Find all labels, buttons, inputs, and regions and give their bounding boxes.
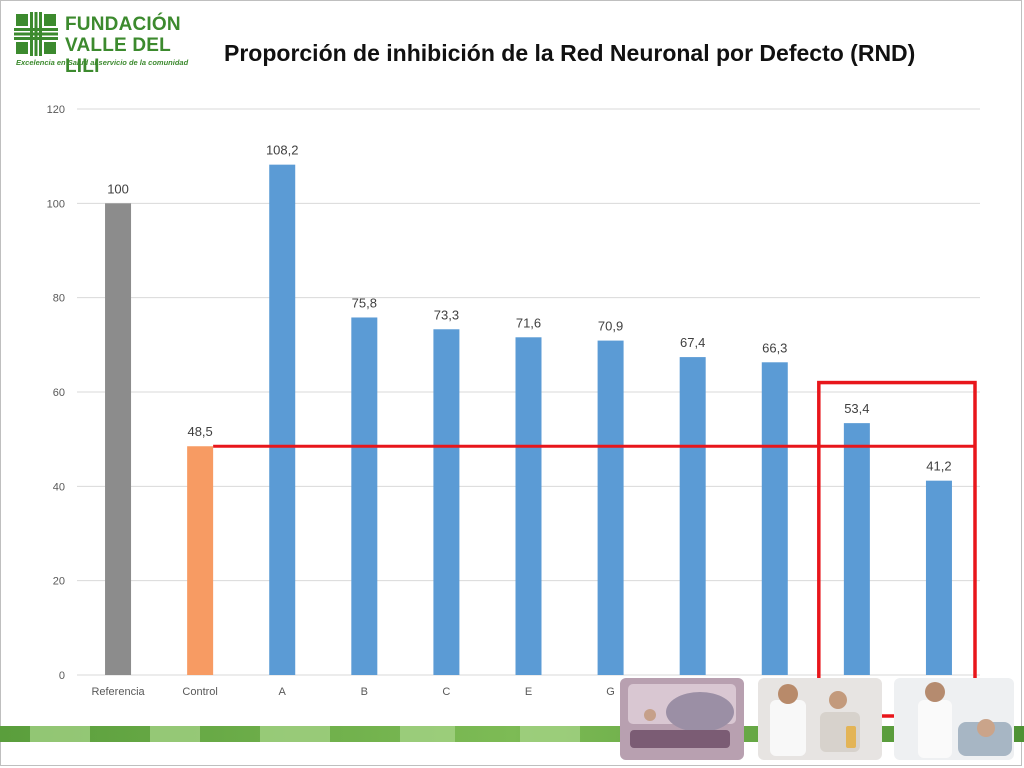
lab-researcher-photo	[758, 678, 882, 760]
bar	[843, 423, 870, 675]
bar	[679, 357, 706, 675]
bar	[105, 203, 132, 676]
x-tick-label: Control	[182, 686, 217, 698]
bar	[515, 337, 542, 675]
y-tick-label: 60	[53, 387, 65, 399]
data-label: 41,2	[926, 459, 951, 474]
page-title: Proporción de inhibición de la Red Neuro…	[224, 40, 916, 66]
data-label: 73,3	[434, 307, 459, 322]
brand-name: FUNDACIÓN VALLE DEL LILI	[65, 14, 205, 77]
data-label: 75,8	[352, 295, 377, 310]
bar	[269, 164, 296, 675]
y-tick-label: 120	[47, 104, 65, 116]
x-tick-label: A	[279, 686, 287, 698]
y-tick-label: 40	[53, 481, 65, 493]
data-label: 100	[107, 181, 129, 196]
y-tick-label: 0	[59, 670, 65, 682]
x-tick-label: B	[361, 686, 368, 698]
bar	[433, 329, 460, 675]
bar	[761, 362, 788, 675]
bar	[351, 317, 378, 675]
bar	[925, 480, 952, 675]
y-tick-label: 80	[53, 293, 65, 305]
brand-name-line2: VALLE DEL LILI	[65, 35, 171, 77]
radiotherapy-photo	[620, 678, 744, 760]
data-label: 66,3	[762, 340, 787, 355]
brand-name-line1: FUNDACIÓN	[65, 14, 181, 35]
data-label: 108,2	[266, 143, 299, 158]
doctor-patient-photo	[894, 678, 1014, 760]
x-tick-label: E	[525, 686, 532, 698]
cross-logo-icon	[14, 12, 58, 56]
x-tick-label: C	[442, 686, 450, 698]
bar	[597, 340, 624, 675]
data-label: 53,4	[844, 401, 869, 416]
x-tick-label: Referencia	[91, 686, 145, 698]
data-label: 71,6	[516, 315, 541, 330]
y-tick-label: 20	[53, 576, 65, 588]
x-tick-label: G	[606, 686, 615, 698]
bar-chart: 0 20 40 60 80 100 120 100 Referencia 48,5 Control 1…	[47, 104, 980, 718]
brand-tagline: Excelencia en Salud al servicio de la co…	[16, 58, 189, 67]
y-tick-label: 100	[47, 198, 65, 210]
bar	[187, 446, 214, 675]
data-label: 48,5	[187, 424, 212, 439]
data-label: 67,4	[680, 335, 705, 350]
data-label: 70,9	[598, 319, 623, 334]
brand-logo: FUNDACIÓN VALLE DEL LILI Excelencia en S…	[14, 12, 204, 77]
